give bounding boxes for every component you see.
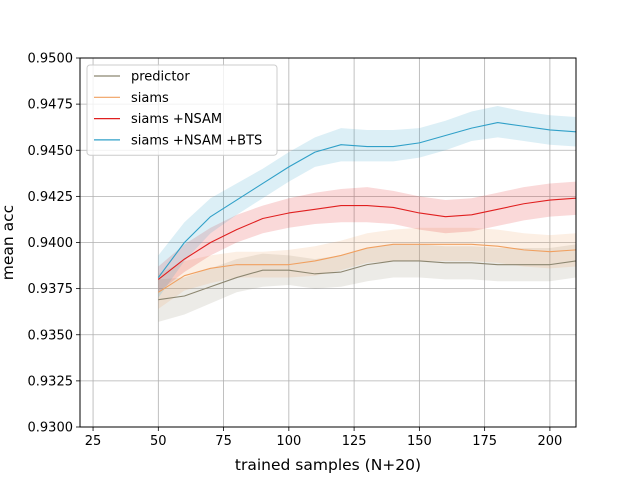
x-tick-label: 50 xyxy=(150,434,167,449)
x-tick-label: 100 xyxy=(276,434,301,449)
legend-box xyxy=(86,64,278,156)
series-line-siams xyxy=(158,243,576,293)
legend-label: predictor xyxy=(131,70,190,85)
x-tick-label: 75 xyxy=(215,434,232,449)
series-lines xyxy=(157,122,576,301)
x-axis-ticks: 25 50 75 100 125 150 175 200 xyxy=(85,427,562,449)
confidence-bands xyxy=(158,105,576,322)
y-tick-label: 0.9450 xyxy=(28,144,74,159)
x-tick-label: 200 xyxy=(537,434,562,449)
legend-label: siams xyxy=(131,91,169,106)
band-siams xyxy=(158,227,576,309)
y-axis-label: mean acc xyxy=(0,205,17,280)
x-tick-label: 125 xyxy=(342,434,367,449)
band-siams-nsam-bts xyxy=(158,105,576,298)
y-tick-label: 0.9300 xyxy=(28,421,74,436)
y-axis-ticks: 0.9300 0.9325 0.9350 0.9375 0.9400 0.9425 0.94… xyxy=(28,52,80,436)
band-siams-nsam xyxy=(158,181,576,293)
legend-label: siams +NSAM xyxy=(131,112,222,127)
x-tick-label: 175 xyxy=(472,434,497,449)
series-line-predictor xyxy=(158,260,576,301)
y-tick-label: 0.9425 xyxy=(28,190,74,205)
y-tick-label: 0.9475 xyxy=(28,98,74,113)
legend-label: siams +NSAM +BTS xyxy=(131,133,262,148)
band-predictor xyxy=(158,244,576,322)
x-tick-label: 150 xyxy=(407,434,432,449)
series-line-siams-nsam-bts xyxy=(157,122,576,278)
x-axis-label: trained samples (N+20) xyxy=(235,456,421,474)
x-tick-label: 25 xyxy=(85,434,102,449)
y-tick-label: 0.9400 xyxy=(28,236,74,251)
y-tick-label: 0.9500 xyxy=(28,52,74,67)
y-tick-label: 0.9350 xyxy=(28,328,74,343)
y-tick-label: 0.9325 xyxy=(28,374,74,389)
y-tick-label: 0.9375 xyxy=(28,282,74,297)
series-line-siams-nsam xyxy=(157,197,576,280)
legend: predictor siams siams +NSAM siams +NSAM +BT… xyxy=(86,64,278,156)
